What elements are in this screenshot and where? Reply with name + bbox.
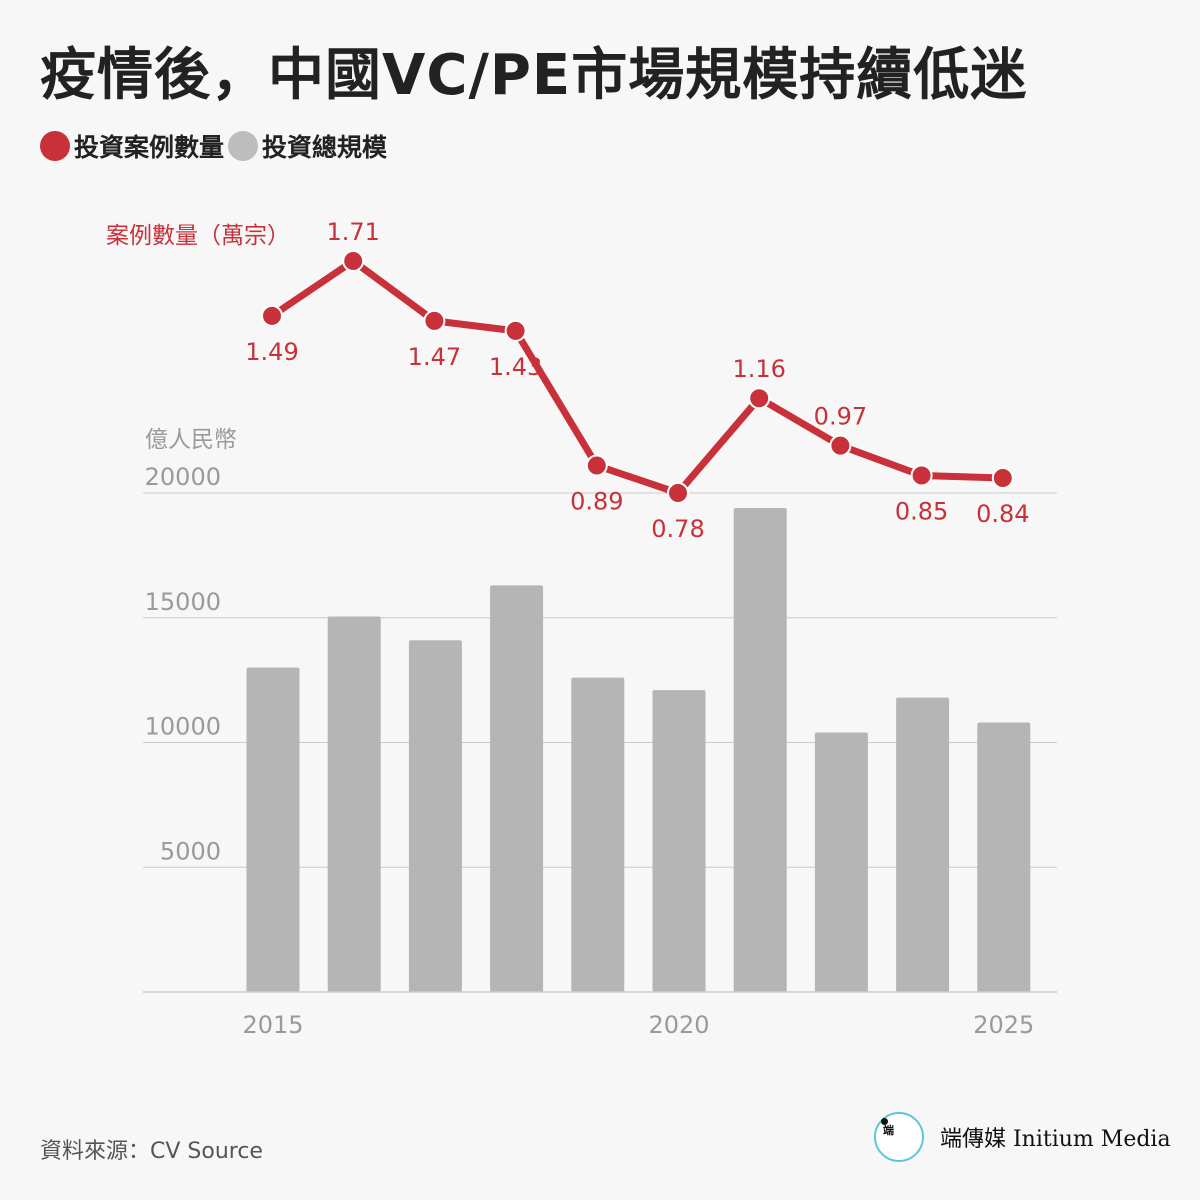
y-tick-label: 15000 [145,588,221,616]
logo-dot [881,1118,888,1125]
data-label-2024: 0.84 [976,500,1029,528]
point-2017 [423,309,446,332]
bar-2019 [571,677,625,992]
data-label-2019: 0.89 [570,488,623,516]
legend-dot-scale [228,131,259,161]
bar-2023 [896,697,950,992]
bar-2024 [977,722,1031,992]
legend-dot-count [40,131,70,161]
legend: 投資案例數量 投資總規模 [40,128,391,164]
bar-2022 [814,732,868,992]
data-label-2015: 1.49 [245,338,298,366]
bar-2016 [327,616,381,992]
logo-mark: 端 [883,1124,895,1137]
bar-2018 [490,585,544,992]
brand: 端 端傳媒 Initium Media [874,1112,1171,1162]
bar-2015 [246,667,300,992]
initium-logo-icon: 端 [874,1112,924,1162]
y-tick-label: 20000 [145,463,221,491]
point-2019 [585,454,608,477]
x-tick-label: 2020 [648,1011,709,1039]
point-2024 [991,467,1014,490]
point-2021 [748,387,771,410]
legend-item-count: 投資案例數量 [40,128,224,164]
bar-2020 [652,690,706,992]
point-2015 [261,304,283,327]
point-2020 [667,482,689,504]
y-tick-label: 5000 [160,837,221,865]
point-2016 [342,250,365,272]
chart-svg: 5000 10000 15000 20000 億人民幣 2015 2020 2025 1.49 1… [106,218,1057,1039]
x-tick-label: 2015 [242,1011,303,1039]
bar-2017 [408,640,462,992]
legend-item-scale: 投資總規模 [228,128,387,164]
point-2018 [504,319,527,342]
data-label-2016: 1.71 [326,218,379,246]
data-label-2017: 1.47 [408,343,461,371]
chart-title: 疫情後，中國VC/PE市場規模持續低迷 [40,43,1028,108]
x-tick-label: 2025 [973,1011,1034,1039]
data-label-2020: 0.78 [651,515,704,543]
point-2023 [910,464,933,487]
source-note: 資料來源：CV Source [40,1139,263,1164]
data-label-2021: 1.16 [732,355,785,383]
brand-name: 端傳媒 Initium Media [940,1127,1171,1152]
series-line-count [268,257,1007,497]
data-label-2023: 0.85 [895,498,948,526]
data-label-2022: 0.97 [814,403,867,431]
legend-label-count: 投資案例數量 [74,133,225,162]
data-label-2018: 1.43 [489,353,542,381]
bar-2021 [733,507,787,992]
y-tick-label: 10000 [145,713,221,741]
line-series-unit-label: 案例數量（萬宗） [106,223,290,249]
y-axis-unit-label: 億人民幣 [145,427,237,453]
point-2022 [829,434,852,457]
legend-label-scale: 投資總規模 [262,133,388,162]
